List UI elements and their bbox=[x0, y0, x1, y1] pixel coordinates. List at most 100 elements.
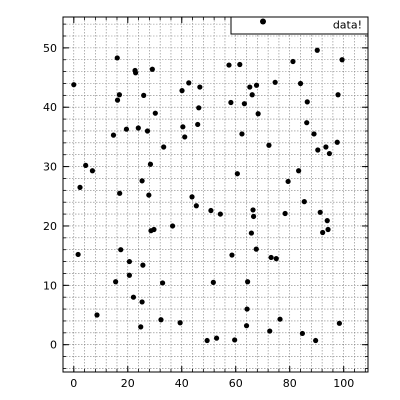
data-point bbox=[135, 125, 141, 131]
data-point bbox=[290, 58, 296, 65]
data-point bbox=[147, 161, 154, 167]
data-point bbox=[130, 294, 137, 300]
data-point bbox=[247, 84, 253, 90]
data-point bbox=[140, 262, 146, 268]
data-points bbox=[71, 27, 345, 344]
data-point bbox=[117, 190, 123, 196]
data-point bbox=[273, 256, 279, 262]
y-tick-label: 20 bbox=[43, 220, 57, 233]
data-point bbox=[272, 79, 278, 85]
data-point bbox=[118, 247, 124, 253]
data-point bbox=[133, 70, 139, 76]
data-point bbox=[114, 97, 121, 103]
data-point bbox=[267, 328, 273, 334]
data-point bbox=[161, 144, 167, 150]
data-point bbox=[339, 57, 345, 63]
x-tick-label: 80 bbox=[283, 377, 297, 390]
data-point bbox=[334, 139, 340, 145]
data-point bbox=[266, 142, 272, 148]
data-point bbox=[326, 150, 333, 157]
y-tick-label: 0 bbox=[50, 339, 57, 352]
legend-label: data! bbox=[333, 19, 362, 32]
x-tick-label: 0 bbox=[70, 377, 77, 390]
data-point bbox=[189, 194, 195, 200]
data-point bbox=[169, 223, 176, 229]
y-tick-label: 10 bbox=[43, 279, 57, 292]
data-point bbox=[304, 120, 310, 126]
x-axis-tick-labels: 0 20 40 60 80 100 bbox=[70, 377, 354, 390]
data-point bbox=[141, 92, 147, 98]
data-point bbox=[304, 99, 310, 105]
data-point bbox=[149, 66, 155, 72]
data-point bbox=[126, 258, 132, 265]
data-point bbox=[158, 317, 164, 323]
data-point bbox=[77, 184, 83, 190]
data-point bbox=[204, 337, 210, 344]
data-point bbox=[255, 111, 261, 117]
data-point bbox=[237, 61, 243, 68]
data-point bbox=[232, 337, 238, 343]
data-point bbox=[285, 178, 291, 185]
data-point bbox=[152, 110, 158, 116]
data-point bbox=[139, 299, 145, 305]
data-point bbox=[234, 171, 240, 177]
data-point bbox=[196, 105, 202, 111]
data-point bbox=[75, 251, 81, 258]
data-point bbox=[226, 62, 232, 68]
data-point bbox=[213, 335, 220, 341]
data-point bbox=[180, 124, 186, 130]
data-point bbox=[250, 213, 257, 220]
data-point bbox=[253, 246, 259, 252]
legend: data! bbox=[230, 16, 369, 35]
data-point bbox=[324, 218, 330, 224]
data-point bbox=[151, 226, 157, 233]
data-point bbox=[311, 131, 317, 137]
data-point bbox=[253, 82, 260, 88]
data-point bbox=[301, 199, 307, 205]
data-point bbox=[182, 134, 188, 140]
data-point bbox=[317, 209, 323, 215]
data-point bbox=[268, 254, 274, 261]
data-point bbox=[250, 207, 256, 213]
data-point bbox=[313, 337, 319, 344]
data-point bbox=[245, 279, 251, 285]
data-point bbox=[210, 279, 216, 285]
data-point bbox=[138, 324, 144, 330]
data-point bbox=[177, 320, 183, 326]
data-point bbox=[89, 168, 96, 174]
data-point bbox=[144, 128, 151, 134]
data-point bbox=[126, 272, 132, 278]
x-tick-label: 20 bbox=[121, 377, 135, 390]
data-point bbox=[277, 316, 283, 322]
legend-marker bbox=[260, 18, 266, 25]
data-point bbox=[114, 55, 120, 61]
data-point bbox=[229, 252, 235, 258]
data-point bbox=[297, 80, 304, 87]
data-point bbox=[83, 162, 89, 169]
data-point bbox=[186, 80, 192, 86]
data-point bbox=[146, 192, 152, 198]
data-point bbox=[239, 131, 245, 137]
x-tick-label: 60 bbox=[229, 377, 243, 390]
data-point bbox=[195, 121, 201, 128]
data-point bbox=[110, 132, 117, 138]
data-point bbox=[323, 144, 329, 150]
data-point bbox=[113, 279, 119, 285]
data-point bbox=[243, 323, 250, 329]
data-point bbox=[159, 280, 166, 286]
data-point bbox=[299, 330, 306, 337]
data-point bbox=[116, 92, 123, 98]
grid bbox=[62, 17, 368, 372]
data-point bbox=[123, 126, 130, 132]
data-point bbox=[320, 229, 326, 236]
data-point bbox=[248, 230, 254, 236]
data-point bbox=[315, 147, 321, 153]
x-tick-label: 100 bbox=[333, 377, 354, 390]
data-point bbox=[228, 99, 234, 106]
data-point bbox=[208, 207, 214, 214]
data-point bbox=[241, 101, 247, 107]
data-point bbox=[249, 92, 255, 98]
y-tick-label: 40 bbox=[43, 101, 57, 114]
y-tick-label: 50 bbox=[43, 42, 57, 55]
